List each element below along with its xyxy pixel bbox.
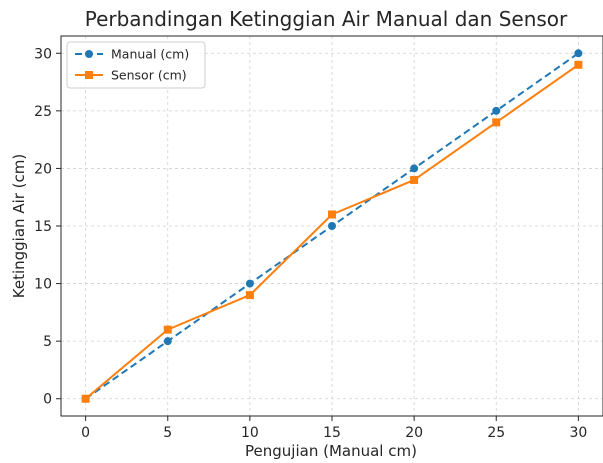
y-tick-label: 5 bbox=[43, 334, 52, 350]
series-layer bbox=[81, 49, 583, 403]
y-axis-title: Ketinggian Air (cm) bbox=[10, 154, 28, 298]
y-tick-label: 20 bbox=[34, 161, 52, 177]
data-point bbox=[574, 60, 583, 69]
data-point bbox=[245, 291, 254, 300]
data-point bbox=[163, 337, 172, 346]
x-tick-label: 5 bbox=[163, 425, 172, 441]
data-point bbox=[81, 394, 90, 403]
legend-marker bbox=[85, 50, 93, 58]
data-point bbox=[410, 164, 419, 173]
data-point bbox=[410, 175, 419, 184]
y-tick-label: 10 bbox=[34, 277, 52, 293]
legend-item: Sensor (cm) bbox=[75, 68, 187, 83]
y-tick-label: 30 bbox=[34, 46, 52, 62]
data-point bbox=[492, 106, 501, 115]
series-sensor bbox=[81, 60, 583, 403]
x-tick-label: 10 bbox=[241, 425, 259, 441]
legend-label: Manual (cm) bbox=[111, 47, 189, 62]
x-tick-label: 20 bbox=[405, 425, 423, 441]
chart-title: Perbandingan Ketinggian Air Manual dan S… bbox=[85, 7, 568, 31]
y-tick-label: 25 bbox=[34, 104, 52, 120]
x-tick-label: 15 bbox=[323, 425, 341, 441]
y-tick-label: 15 bbox=[34, 219, 52, 235]
data-point bbox=[328, 210, 336, 219]
axis-ticks: 0 5 10 15 20 25 30 0 5 10 15 20 25 30 bbox=[34, 46, 587, 441]
legend-label: Sensor (cm) bbox=[111, 68, 187, 83]
x-tick-label: 0 bbox=[81, 425, 90, 441]
data-point bbox=[245, 279, 254, 288]
legend: Manual (cm) Sensor (cm) bbox=[66, 41, 206, 89]
y-tick-label: 0 bbox=[43, 392, 52, 408]
legend-marker bbox=[85, 71, 93, 79]
x-tick-label: 25 bbox=[487, 425, 505, 441]
data-point bbox=[163, 325, 172, 334]
x-tick-label: 30 bbox=[569, 425, 587, 441]
data-point bbox=[574, 49, 583, 58]
data-point bbox=[328, 222, 336, 230]
data-point bbox=[492, 118, 501, 127]
x-axis-title: Pengujian (Manual cm) bbox=[245, 442, 417, 460]
legend-item: Manual (cm) bbox=[75, 47, 189, 62]
